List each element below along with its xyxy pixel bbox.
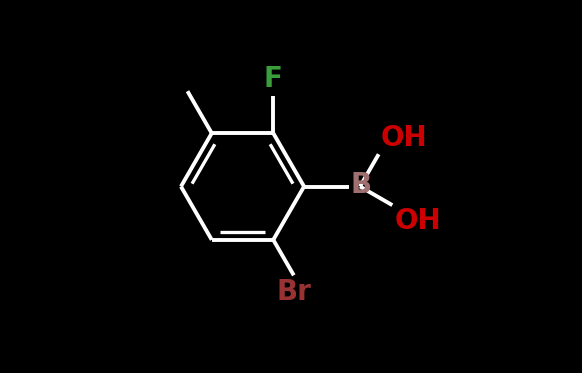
- Text: OH: OH: [394, 207, 441, 235]
- Text: F: F: [264, 65, 283, 93]
- Text: Br: Br: [276, 278, 311, 306]
- Text: OH: OH: [381, 124, 427, 152]
- Text: B: B: [351, 170, 372, 199]
